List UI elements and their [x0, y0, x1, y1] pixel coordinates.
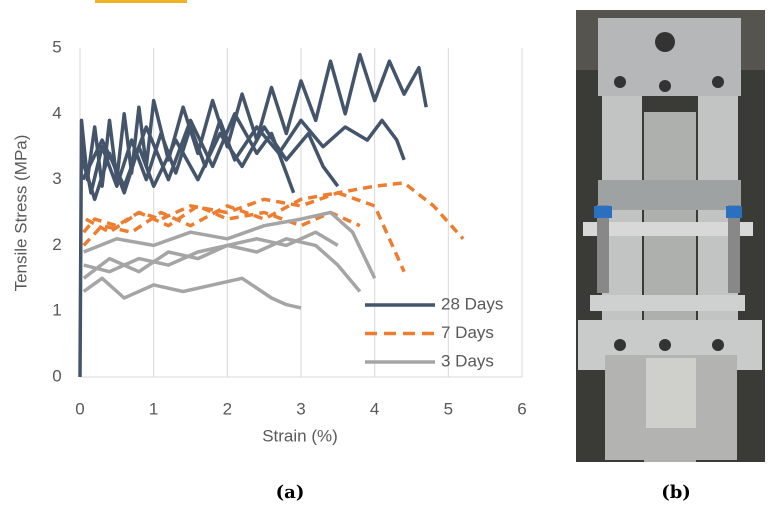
- x-tick-label: 4: [370, 399, 379, 418]
- y-tick-label: 0: [52, 366, 61, 385]
- data-line: [85, 204, 361, 234]
- x-tick-label: 1: [149, 399, 158, 418]
- x-axis-title: Strain (%): [262, 426, 338, 445]
- data-line: [81, 112, 296, 194]
- y-tick-label: 1: [52, 301, 61, 320]
- data-line: [82, 276, 302, 310]
- caption: (b): [661, 482, 691, 503]
- y-tick-label: 2: [52, 235, 61, 254]
- y-tick-label: 5: [52, 37, 61, 56]
- y-tick-label: 4: [52, 103, 61, 122]
- x-tick-label: 6: [517, 399, 526, 418]
- accent-bar: [95, 0, 187, 3]
- data-line: [82, 191, 406, 273]
- x-tick-label: 3: [296, 399, 305, 418]
- y-tick-label: 3: [52, 169, 61, 188]
- x-tick-label: 0: [75, 399, 84, 418]
- data-line: [82, 230, 339, 280]
- data-line: [79, 118, 406, 195]
- caption: (a): [276, 482, 305, 503]
- data-line: [78, 52, 428, 378]
- legend-label: 7 Days: [441, 323, 494, 342]
- photo: [576, 10, 765, 462]
- data-line: [83, 210, 377, 280]
- data-line: [82, 181, 465, 240]
- y-axis-title: Tensile Stress (MPa): [11, 135, 30, 292]
- x-tick-label: 2: [223, 399, 232, 418]
- legend-label: 28 Days: [441, 294, 503, 313]
- x-tick-label: 5: [444, 399, 453, 418]
- legend-label: 3 Days: [441, 351, 494, 370]
